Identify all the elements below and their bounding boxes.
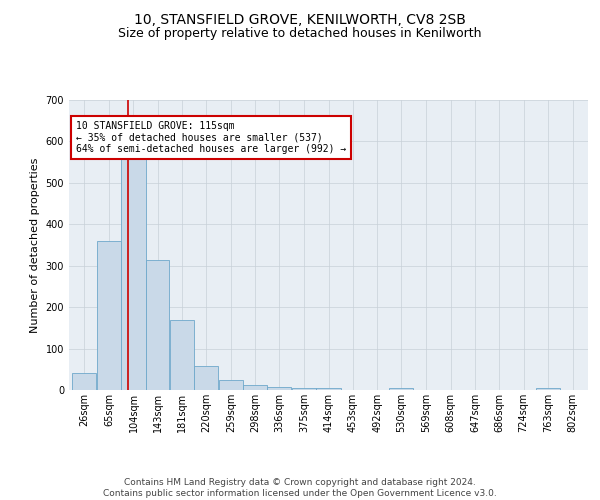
Bar [73, 374, 97, 390]
Bar [268, 387, 292, 390]
Bar [536, 388, 560, 390]
Bar [244, 385, 267, 390]
Bar [194, 366, 218, 390]
Bar [389, 388, 413, 390]
Bar [146, 260, 169, 390]
Text: Contains HM Land Registry data © Crown copyright and database right 2024.
Contai: Contains HM Land Registry data © Crown c… [103, 478, 497, 498]
Bar [170, 320, 194, 390]
Text: 10, STANSFIELD GROVE, KENILWORTH, CV8 2SB: 10, STANSFIELD GROVE, KENILWORTH, CV8 2S… [134, 12, 466, 26]
Text: 10 STANSFIELD GROVE: 115sqm
← 35% of detached houses are smaller (537)
64% of se: 10 STANSFIELD GROVE: 115sqm ← 35% of det… [76, 120, 346, 154]
Bar [316, 388, 341, 390]
Text: Size of property relative to detached houses in Kenilworth: Size of property relative to detached ho… [118, 28, 482, 40]
Bar [292, 388, 316, 390]
Bar [219, 380, 243, 390]
Y-axis label: Number of detached properties: Number of detached properties [30, 158, 40, 332]
Bar [97, 241, 121, 390]
Bar [121, 158, 146, 390]
